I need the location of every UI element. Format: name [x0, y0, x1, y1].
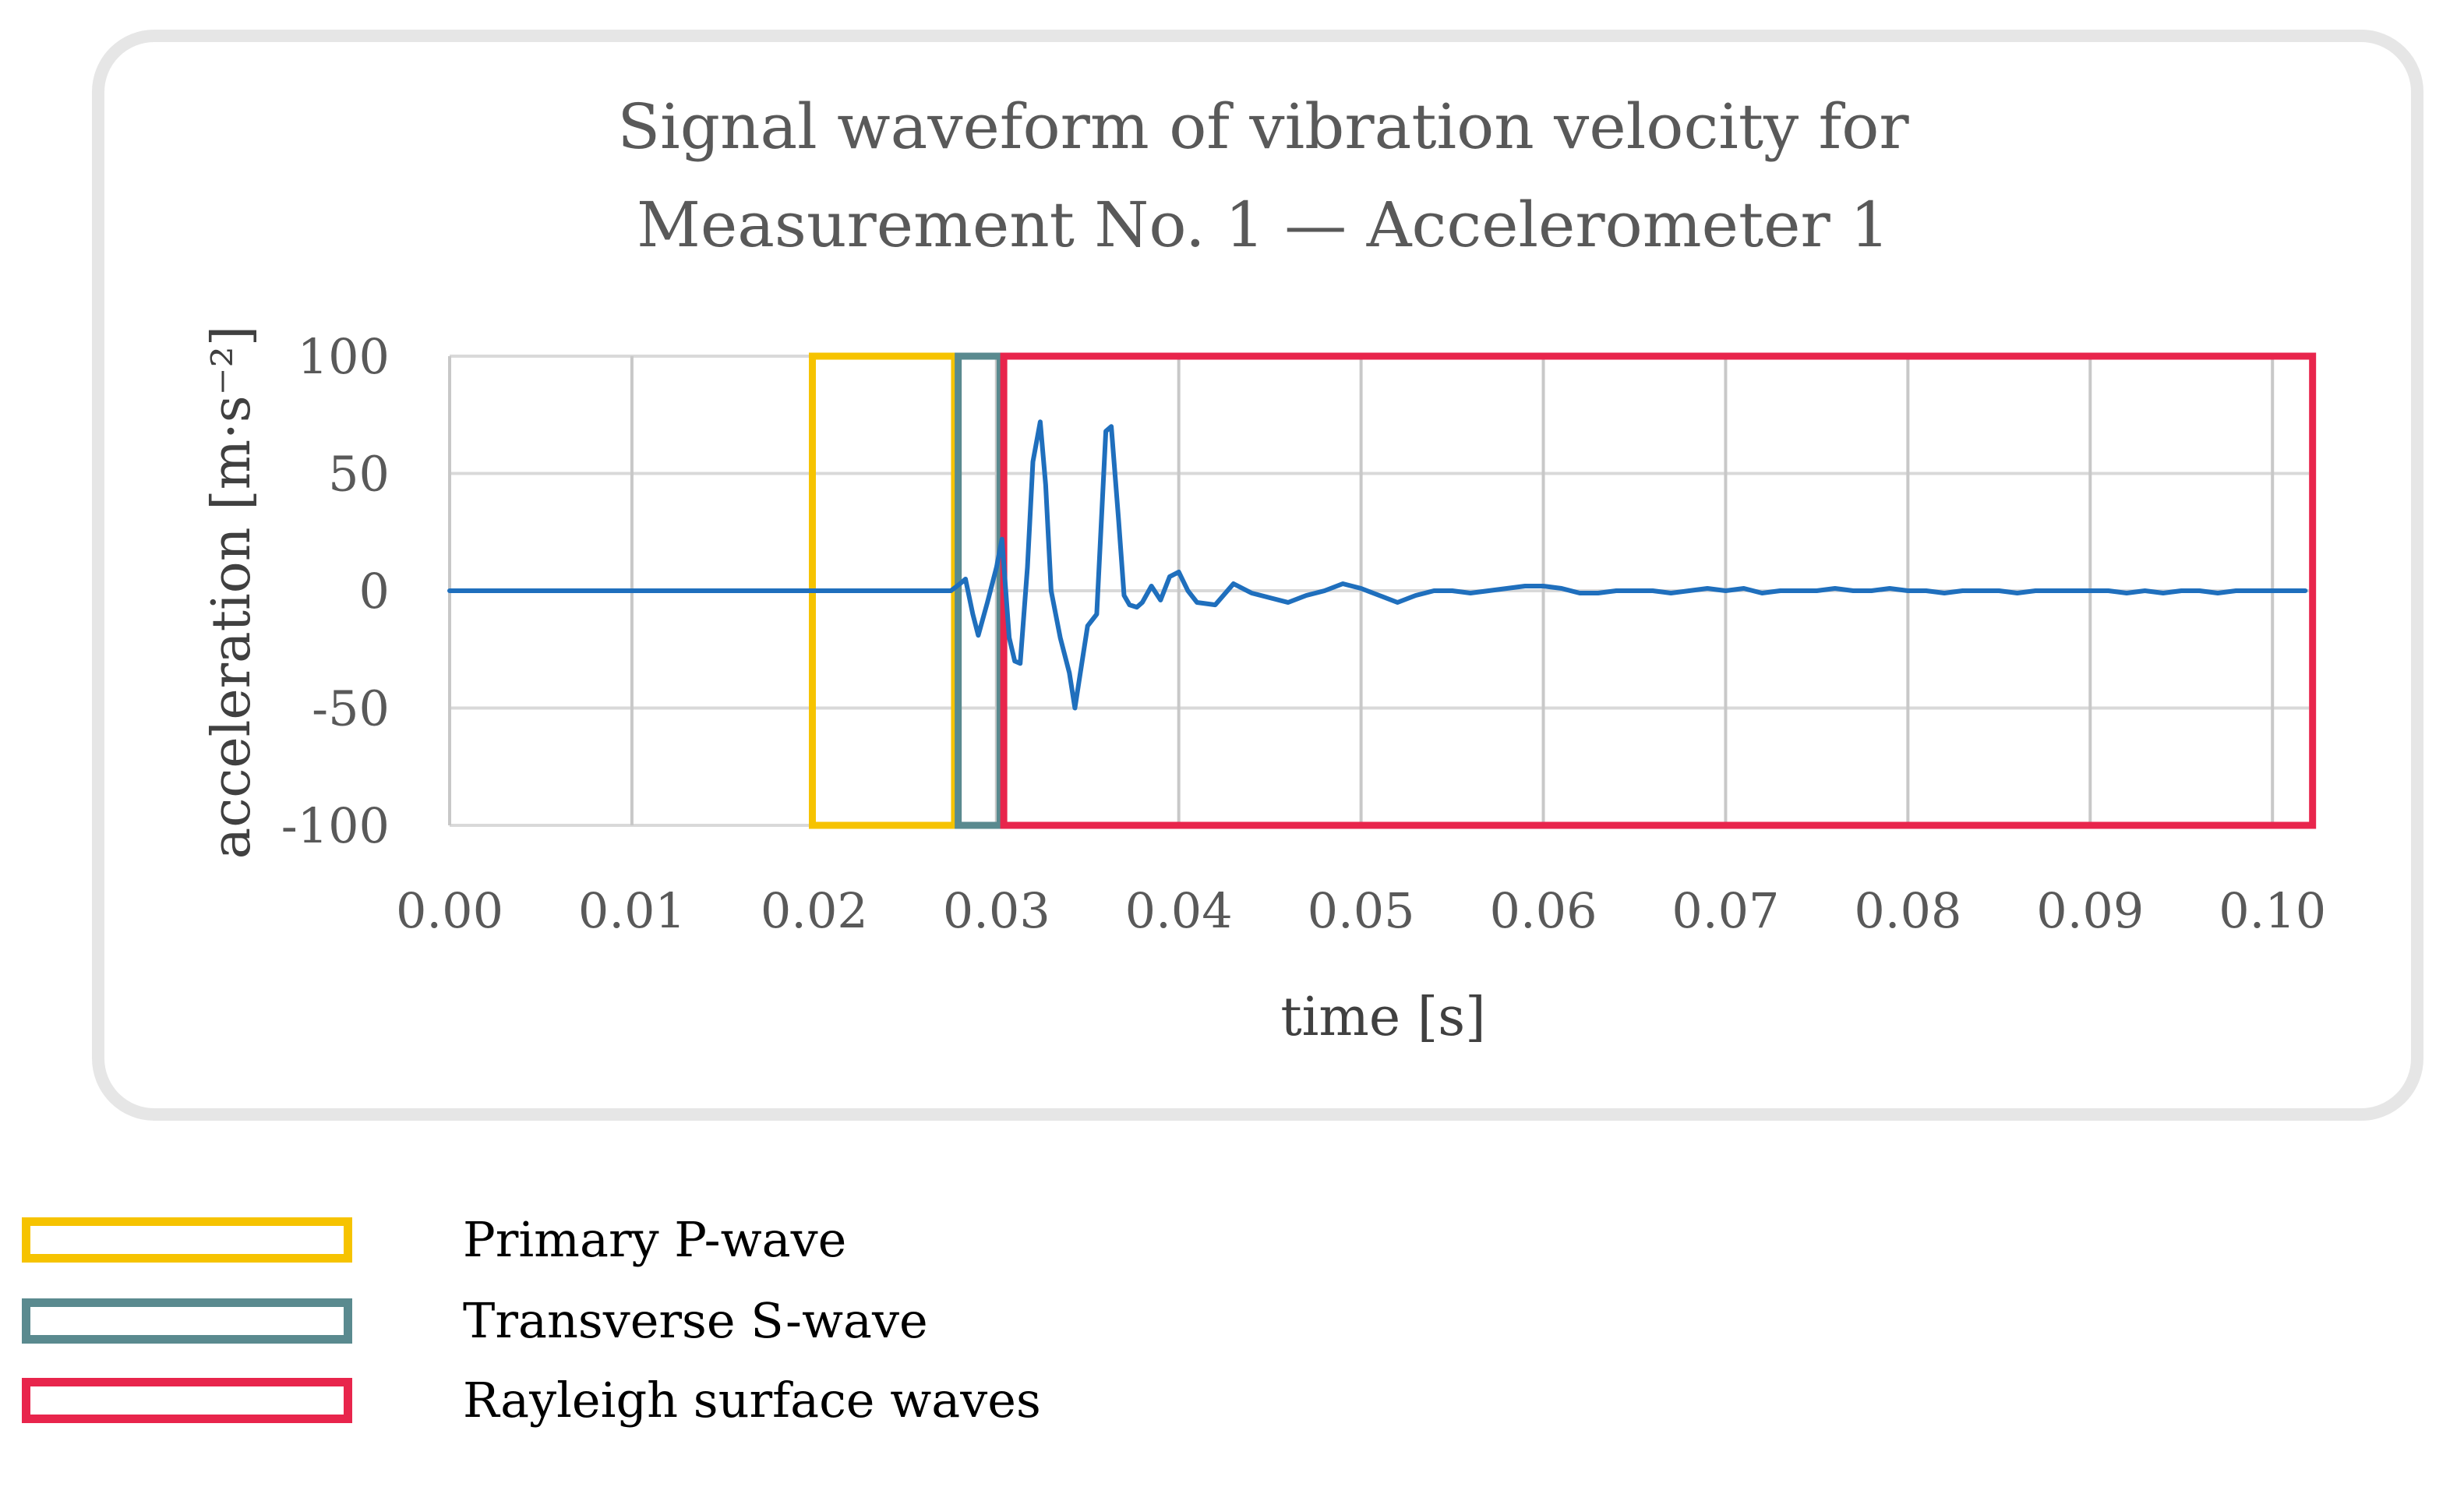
chart-title-line-1: Signal waveform of vibration velocity fo…	[617, 90, 1909, 163]
legend-swatch-p-wave	[22, 1217, 352, 1263]
chart-frame	[92, 30, 2423, 1121]
y-tick-label: 0	[359, 563, 390, 620]
chart-title-line-2: Measurement No. 1 — Accelerometer 1	[637, 189, 1890, 261]
x-axis-label: time [s]	[1280, 987, 1485, 1048]
y-tick-label: 50	[328, 446, 390, 503]
x-tick-label: 0.00	[396, 882, 503, 939]
legend-swatch-s-wave	[22, 1298, 352, 1344]
legend-label-rayleigh: Rayleigh surface waves	[463, 1372, 1041, 1429]
series-line-acceleration	[447, 419, 2308, 711]
x-tick-label: 0.03	[943, 882, 1050, 939]
region-transverse-s-wave	[955, 352, 1004, 829]
legend-swatch-rayleigh	[22, 1378, 352, 1423]
y-tick-label: -100	[281, 797, 390, 854]
y-axis-label: acceleration [m·s⁻²]	[201, 326, 263, 860]
x-tick-label: 0.09	[2036, 882, 2144, 939]
x-tick-label: 0.07	[1671, 882, 1779, 939]
x-tick-label: 0.04	[1125, 882, 1233, 939]
x-tick-labels: 0.00 0.01 0.02 0.03 0.04 0.05 0.06 0.07 0.08 0.09…	[396, 882, 2326, 939]
legend-label-s-wave: Transverse S-wave	[463, 1292, 928, 1349]
y-tick-label: -50	[312, 680, 390, 737]
x-tick-label: 0.10	[2219, 882, 2326, 939]
series	[447, 419, 2308, 711]
legend-label-p-wave: Primary P-wave	[463, 1211, 847, 1268]
x-tick-label: 0.02	[761, 882, 868, 939]
x-tick-label: 0.05	[1308, 882, 1415, 939]
x-tick-label: 0.01	[578, 882, 686, 939]
y-tick-label: 100	[298, 328, 390, 385]
x-tick-label: 0.06	[1490, 882, 1597, 939]
x-tick-label: 0.08	[1854, 882, 1961, 939]
y-tick-labels: 100 50 0 -50 -100	[281, 328, 390, 854]
